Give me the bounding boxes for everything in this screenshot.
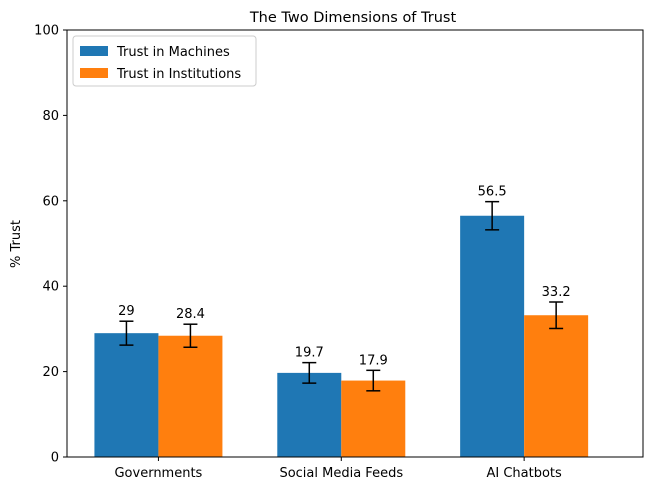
data-label: 17.9 [359,353,388,368]
data-label: 33.2 [542,285,571,300]
x-tick-label: AI Chatbots [486,466,562,481]
data-label: 29 [118,304,135,319]
legend: Trust in Machines Trust in Institutions [72,35,257,87]
bar [277,372,342,457]
legend-label: Trust in Machines [116,45,230,60]
x-tick-label: Governments [114,466,202,481]
bars-layer [94,215,589,457]
y-tick-label: 80 [42,109,59,124]
data-labels-layer: 29 19.7 56.5 28.4 17.9 33.2 [118,185,570,369]
bar [460,215,525,457]
y-tick-label: 60 [42,194,59,209]
y-tick-label: 20 [42,365,59,380]
chart-title: The Two Dimensions of Trust [249,10,457,26]
bar [341,380,406,457]
plot-frame [66,29,644,458]
bar [524,315,589,457]
error-bars-layer [119,200,564,392]
data-label: 28.4 [176,307,205,322]
data-label: 56.5 [478,185,507,200]
legend-box [72,35,257,87]
legend-swatch [80,46,108,56]
y-axis-label: % Trust [9,220,24,268]
y-tick-label: 40 [42,280,59,295]
axes-layer: 0 20 40 60 80 100 Governments Social Media Feed… [34,24,644,481]
y-tick-label: 0 [51,451,59,466]
bar [94,333,159,457]
x-tick-label: Social Media Feeds [279,466,403,481]
y-tick-label: 100 [34,24,59,39]
legend-label: Trust in Institutions [116,67,241,82]
legend-swatch [80,68,108,78]
data-label: 19.7 [295,346,324,361]
bar [158,335,223,457]
